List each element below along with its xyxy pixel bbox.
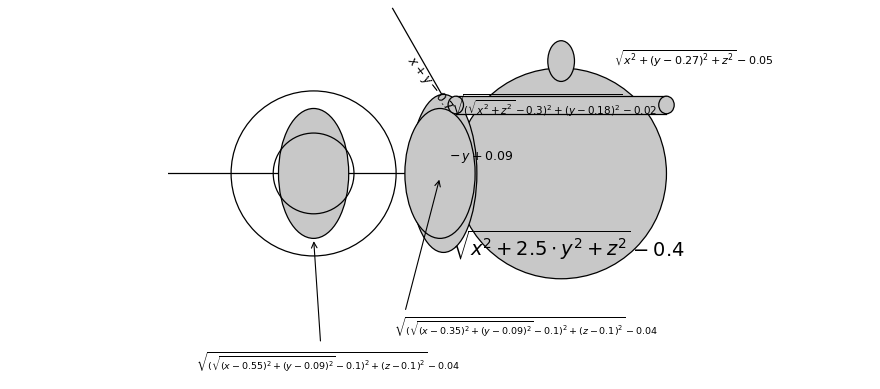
Circle shape (456, 68, 666, 279)
Ellipse shape (659, 96, 674, 114)
Text: $\sqrt{x^2 + 2.5 \cdot y^2 + z^2} - 0.4$: $\sqrt{x^2 + 2.5 \cdot y^2 + z^2} - 0.4$ (451, 229, 685, 262)
Ellipse shape (448, 96, 464, 114)
Ellipse shape (278, 109, 348, 238)
Text: $\sqrt{x^2+(y-0.27)^2+z^2} - 0.05$: $\sqrt{x^2+(y-0.27)^2+z^2} - 0.05$ (614, 49, 774, 70)
Ellipse shape (410, 95, 477, 252)
Text: $\sqrt{(\sqrt{x^2+z^2}-0.3)^2+(y-0.18)^2} - 0.02$: $\sqrt{(\sqrt{x^2+z^2}-0.3)^2+(y-0.18)^2… (451, 92, 657, 117)
Text: $\sqrt{(\sqrt{(x-0.55)^2+(y-0.09)^2}-0.1)^2+(z-0.1)^2} - 0.04$: $\sqrt{(\sqrt{(x-0.55)^2+(y-0.09)^2}-0.1… (196, 351, 459, 374)
Ellipse shape (405, 109, 475, 238)
Text: $-\, y + 0.09$: $-\, y + 0.09$ (449, 149, 513, 165)
Ellipse shape (547, 41, 575, 81)
Text: $\sqrt{(\sqrt{(x-0.35)^2+(y-0.09)^2}-0.1)^2+(z-0.1)^2} - 0.04$: $\sqrt{(\sqrt{(x-0.35)^2+(y-0.09)^2}-0.1… (394, 315, 658, 339)
Bar (456, 96, 666, 114)
Text: $x + y - 0.7$: $x + y - 0.7$ (403, 53, 456, 115)
